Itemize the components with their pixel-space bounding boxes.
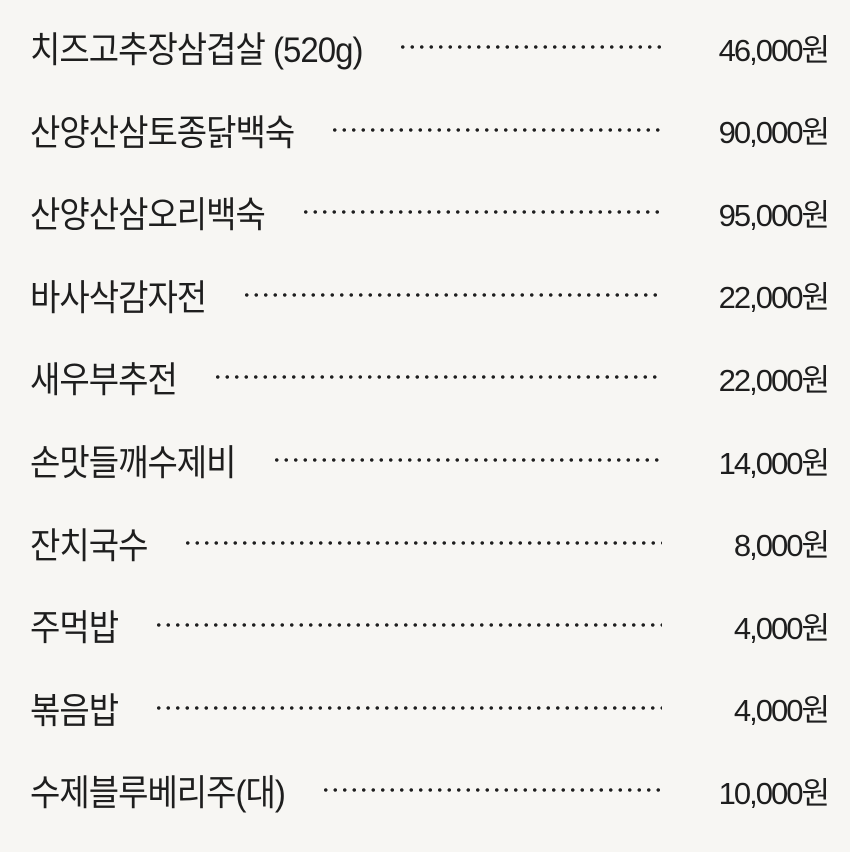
menu-item: 잔치국수 8,000원 (30, 518, 830, 568)
menu-item: 볶음밥 4,000원 (30, 683, 830, 733)
menu-item-price: 90,000원 (718, 115, 830, 151)
menu-item: 산양산삼토종닭백숙 90,000원 (30, 105, 830, 155)
menu-item: 손맛들깨수제비 14,000원 (30, 435, 830, 485)
dotted-leader (154, 623, 662, 628)
menu-item-price: 4,000원 (733, 693, 830, 729)
menu-item-name: 산양산삼오리백숙 (30, 194, 266, 235)
dotted-leader (320, 788, 662, 793)
menu-item-name: 주먹밥 (30, 607, 119, 648)
menu-item: 치즈고추장삼겹살 (520g) 46,000원 (30, 22, 830, 72)
menu-item-price: 95,000원 (718, 197, 830, 233)
menu-item-price: 10,000원 (718, 775, 830, 811)
dotted-leader (398, 45, 662, 49)
menu-item-price: 8,000원 (733, 528, 830, 564)
menu-item-price: 22,000원 (718, 280, 830, 316)
menu-item: 새우부추전 22,000원 (30, 352, 830, 402)
menu-item-price: 46,000원 (718, 32, 830, 68)
menu-item-name: 볶음밥 (30, 690, 119, 731)
menu-item: 바사삭감자전 22,000원 (30, 270, 830, 320)
dotted-leader (271, 458, 662, 462)
dotted-leader (183, 540, 662, 545)
menu-item: 산양산삼오리백숙 95,000원 (30, 187, 830, 237)
menu-item-name: 바사삭감자전 (30, 277, 207, 318)
dotted-leader (154, 705, 662, 710)
dotted-leader (330, 127, 662, 132)
dotted-leader (242, 292, 662, 297)
menu-item-name: 잔치국수 (30, 525, 148, 566)
dotted-leader (212, 375, 662, 380)
menu-item-name: 수제블루베리주(대) (30, 773, 286, 814)
menu-item: 수제블루베리주(대) 10,000원 (30, 765, 830, 815)
menu-item-price: 14,000원 (718, 445, 830, 481)
menu-item-price: 22,000원 (718, 362, 830, 398)
menu-item-price: 4,000원 (733, 610, 830, 646)
dotted-leader (300, 210, 662, 215)
menu-item-name: 새우부추전 (30, 360, 178, 401)
menu-item-name: 치즈고추장삼겹살 (520g) (30, 29, 363, 70)
menu-item-name: 손맛들깨수제비 (30, 442, 237, 483)
menu-item-name: 산양산삼토종닭백숙 (30, 112, 295, 153)
menu-item: 주먹밥 4,000원 (30, 600, 830, 650)
